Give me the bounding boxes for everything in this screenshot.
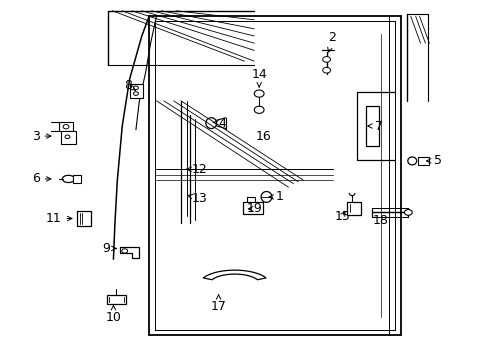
Text: 18: 18 (372, 214, 387, 227)
Polygon shape (203, 270, 265, 280)
Polygon shape (417, 157, 428, 165)
Circle shape (254, 90, 264, 97)
Text: 17: 17 (210, 294, 226, 313)
Text: 13: 13 (187, 192, 207, 205)
Polygon shape (77, 211, 91, 226)
Text: 11: 11 (46, 212, 72, 225)
Text: 12: 12 (185, 163, 207, 176)
Text: 9: 9 (102, 242, 116, 255)
Text: 6: 6 (32, 172, 51, 185)
Text: 8: 8 (124, 79, 135, 92)
Polygon shape (346, 202, 360, 215)
Circle shape (122, 249, 127, 253)
Circle shape (63, 125, 69, 129)
Polygon shape (73, 175, 81, 183)
Text: 3: 3 (32, 130, 51, 143)
Polygon shape (130, 84, 143, 98)
Text: 7: 7 (367, 120, 382, 132)
Polygon shape (59, 122, 73, 131)
Circle shape (133, 86, 138, 90)
Text: 2: 2 (327, 31, 336, 52)
Circle shape (133, 92, 138, 95)
Text: 10: 10 (105, 305, 121, 324)
Polygon shape (243, 202, 262, 214)
Circle shape (322, 57, 330, 62)
Circle shape (65, 135, 70, 139)
Circle shape (404, 210, 411, 215)
Circle shape (322, 67, 330, 73)
Polygon shape (61, 131, 76, 144)
Polygon shape (106, 295, 126, 304)
Text: 16: 16 (255, 130, 270, 143)
Text: 15: 15 (334, 210, 349, 222)
Text: 5: 5 (426, 154, 441, 167)
Text: 14: 14 (251, 68, 266, 87)
Polygon shape (120, 247, 139, 258)
Polygon shape (365, 106, 379, 146)
Circle shape (254, 106, 264, 113)
Text: 19: 19 (246, 202, 262, 215)
Text: 4: 4 (213, 117, 226, 130)
Text: 1: 1 (268, 190, 283, 203)
